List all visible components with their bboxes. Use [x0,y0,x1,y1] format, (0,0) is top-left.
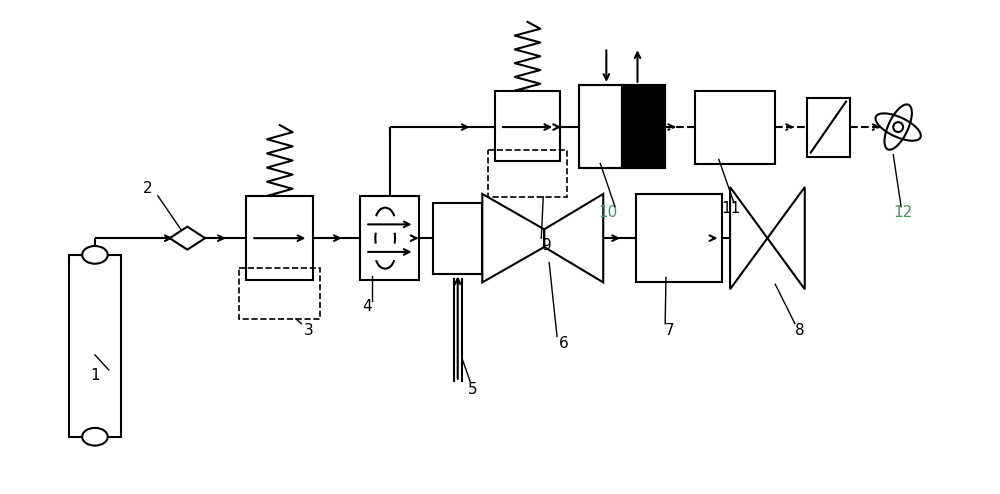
Bar [360,196,419,281]
Bar [495,91,560,162]
Text: 3: 3 [303,323,313,338]
Bar [807,97,850,157]
Text: 1: 1 [90,369,100,383]
Text: 4: 4 [362,299,372,315]
Bar [579,85,665,168]
Polygon shape [767,187,805,289]
Text: 9: 9 [542,238,552,252]
Polygon shape [544,194,603,283]
Bar [488,150,567,197]
Bar [433,203,482,274]
Polygon shape [482,194,544,283]
Text: 11: 11 [721,201,741,216]
Text: 7: 7 [664,323,674,338]
Text: 2: 2 [143,181,153,197]
Text: 10: 10 [599,205,618,220]
Text: 5: 5 [468,382,477,397]
Bar [579,85,622,168]
Text: 8: 8 [795,323,805,338]
Bar [239,268,320,319]
Bar [695,91,775,165]
Text: 12: 12 [893,205,913,220]
Bar [636,194,722,283]
Bar [69,255,121,437]
Text: 6: 6 [559,336,569,351]
Polygon shape [730,187,767,289]
Ellipse shape [82,246,108,264]
Bar [246,196,313,281]
Ellipse shape [82,428,108,446]
Bar [622,85,665,168]
